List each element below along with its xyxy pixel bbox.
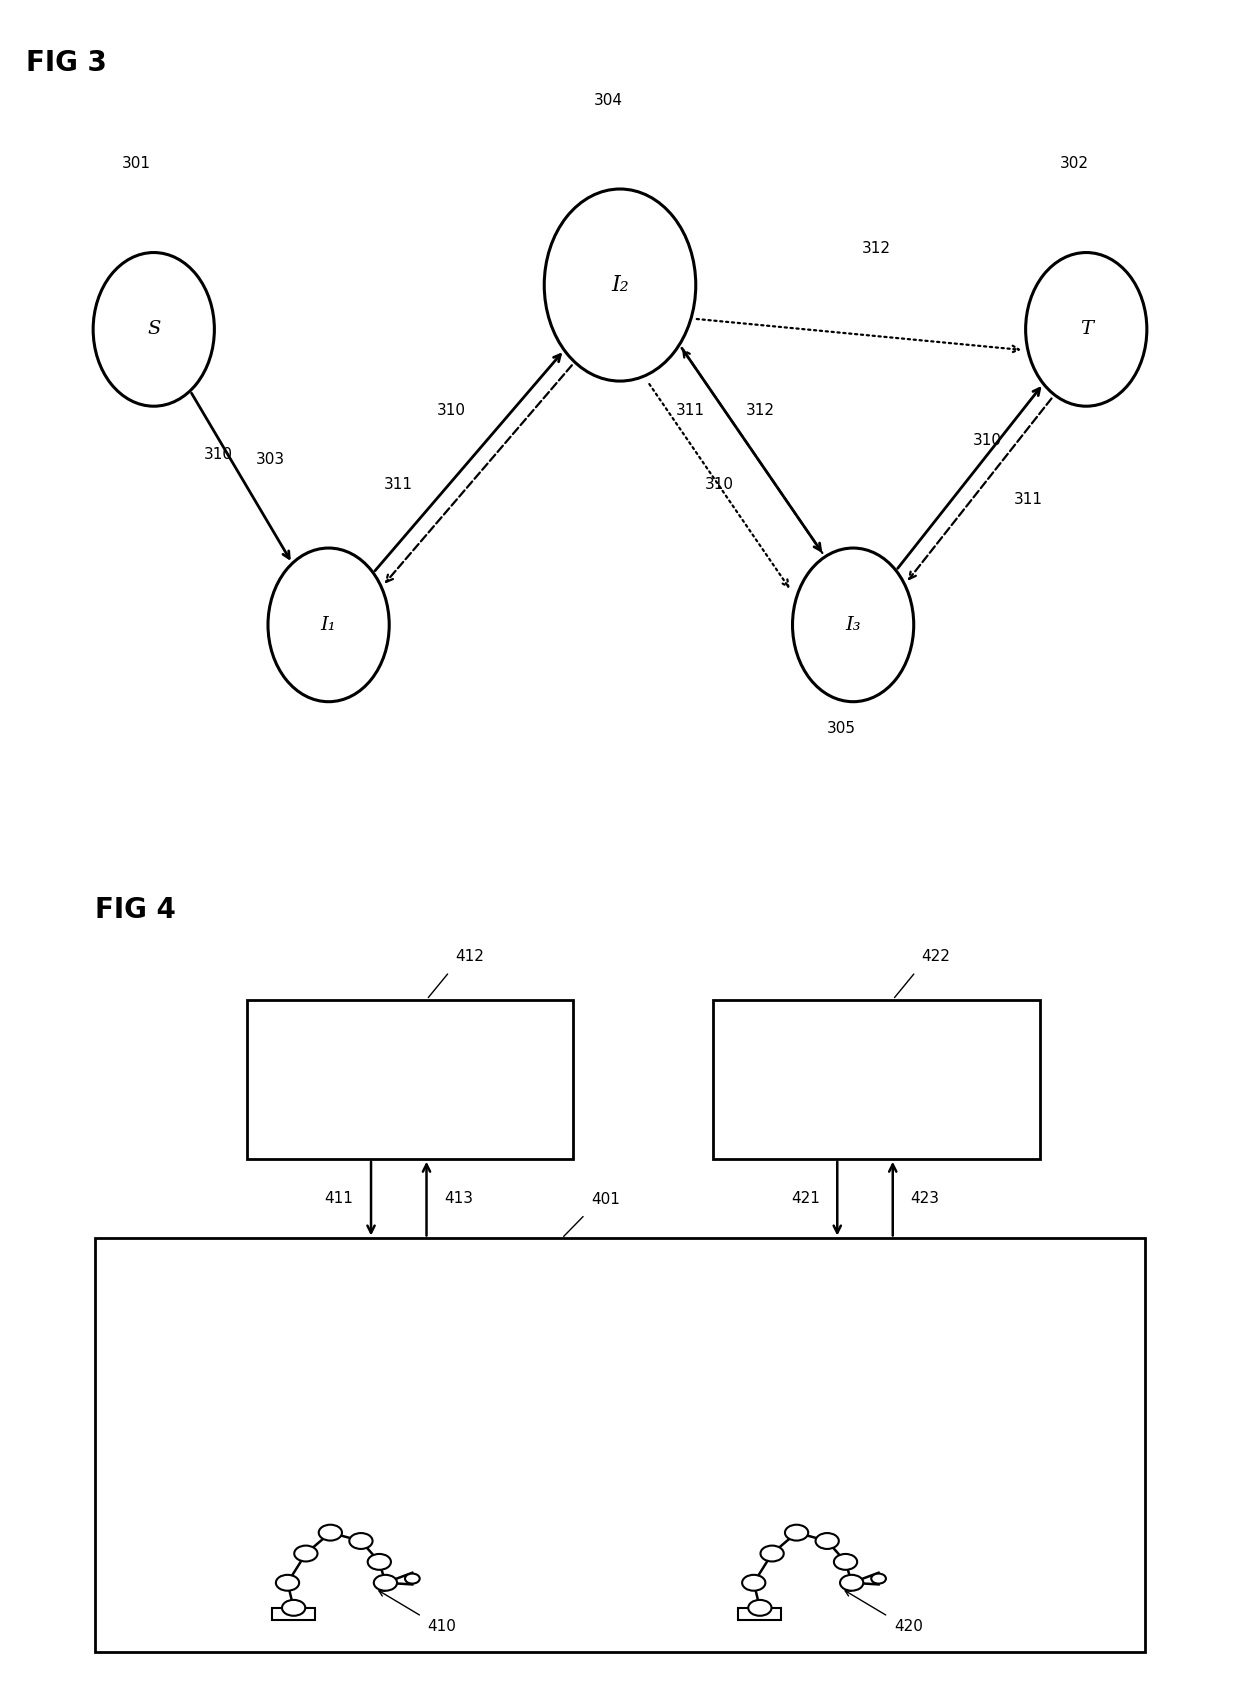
Circle shape — [742, 1574, 765, 1591]
Text: 310: 310 — [972, 433, 1002, 447]
Circle shape — [93, 252, 215, 406]
Circle shape — [785, 1525, 808, 1541]
Circle shape — [350, 1534, 372, 1549]
Bar — [273, 1608, 315, 1620]
Circle shape — [835, 1554, 857, 1569]
Text: I₁: I₁ — [321, 616, 336, 633]
Circle shape — [373, 1574, 397, 1591]
Text: FIG 4: FIG 4 — [95, 896, 176, 924]
Text: 413: 413 — [444, 1192, 472, 1205]
Text: 310: 310 — [704, 477, 734, 493]
Text: 311: 311 — [1013, 491, 1043, 506]
Text: 423: 423 — [910, 1192, 939, 1205]
Text: 302: 302 — [1060, 156, 1089, 171]
Text: S: S — [148, 320, 160, 339]
Text: 311: 311 — [676, 403, 704, 418]
Bar — [247, 999, 573, 1158]
Circle shape — [1025, 252, 1147, 406]
Circle shape — [275, 1574, 299, 1591]
Text: 420: 420 — [894, 1619, 923, 1634]
Text: 421: 421 — [791, 1192, 820, 1205]
Text: 310: 310 — [436, 403, 465, 418]
Bar — [739, 1608, 781, 1620]
Text: 312: 312 — [862, 240, 890, 256]
Circle shape — [294, 1546, 317, 1561]
Circle shape — [872, 1573, 885, 1583]
Text: T: T — [1080, 320, 1092, 339]
Circle shape — [792, 549, 914, 701]
Circle shape — [368, 1554, 391, 1569]
Bar — [95, 1239, 1145, 1652]
Circle shape — [268, 549, 389, 701]
Bar — [713, 999, 1039, 1158]
Circle shape — [816, 1534, 838, 1549]
Circle shape — [748, 1600, 771, 1615]
Text: 412: 412 — [455, 948, 484, 963]
Text: 401: 401 — [591, 1192, 620, 1207]
Circle shape — [281, 1600, 305, 1615]
Text: I₂: I₂ — [611, 274, 629, 296]
Text: 305: 305 — [827, 721, 856, 736]
Text: 411: 411 — [325, 1192, 353, 1205]
Text: 304: 304 — [594, 93, 622, 108]
Circle shape — [405, 1573, 419, 1583]
Circle shape — [839, 1574, 863, 1591]
Text: 312: 312 — [745, 403, 774, 418]
Text: 410: 410 — [428, 1619, 456, 1634]
Circle shape — [760, 1546, 784, 1561]
Text: I₃: I₃ — [846, 616, 861, 633]
Circle shape — [544, 190, 696, 381]
Text: 301: 301 — [122, 156, 151, 171]
Circle shape — [319, 1525, 342, 1541]
Text: 311: 311 — [384, 477, 413, 493]
Text: 303: 303 — [255, 452, 285, 467]
Text: FIG 3: FIG 3 — [26, 49, 107, 76]
Text: 422: 422 — [921, 948, 950, 963]
Text: 310: 310 — [203, 447, 232, 462]
